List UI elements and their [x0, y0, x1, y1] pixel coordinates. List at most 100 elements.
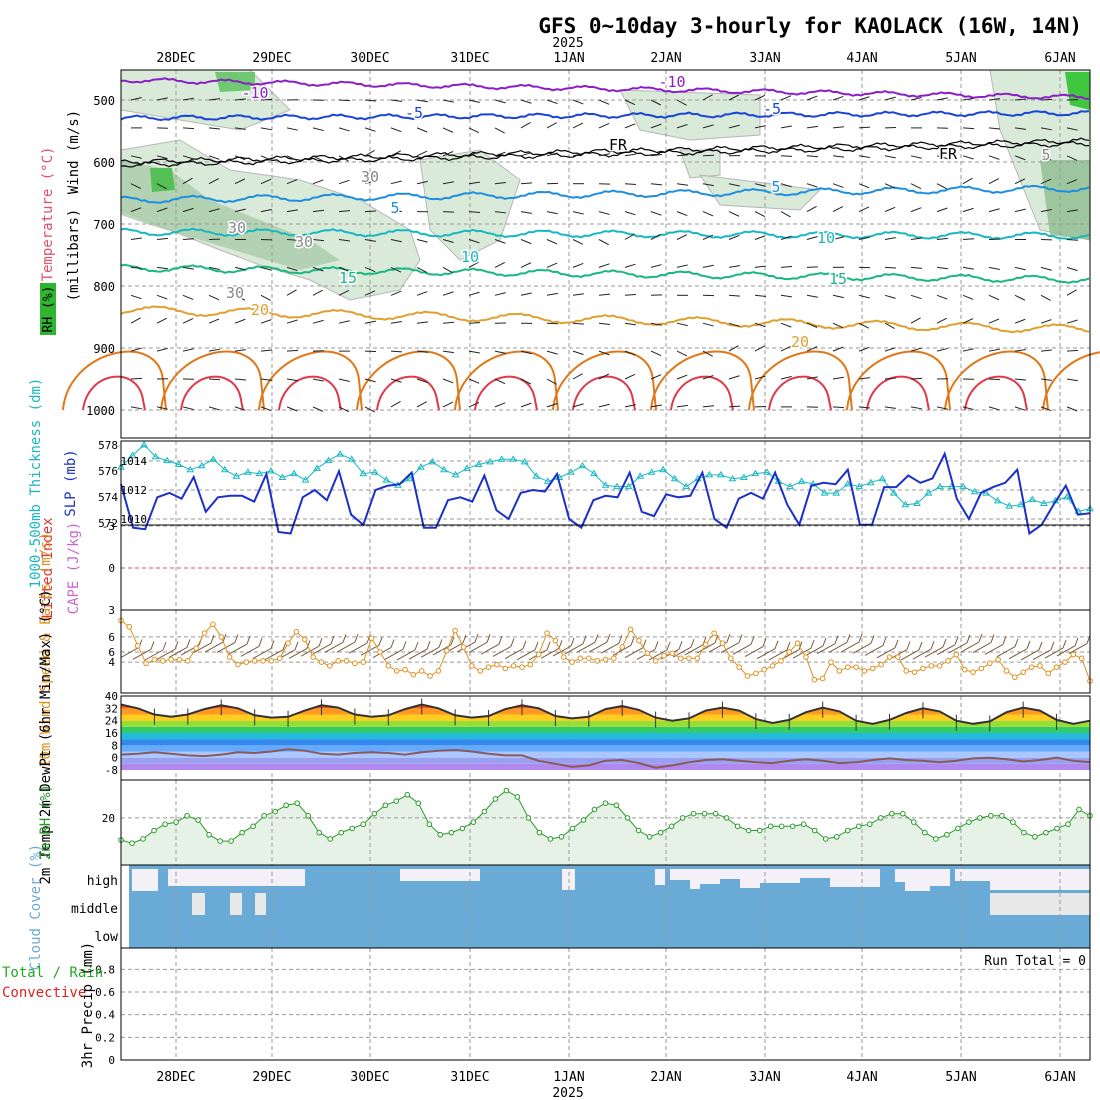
rh2m-line-marker [393, 798, 400, 804]
date-label-bottom-29DEC: 29DEC [252, 1070, 291, 1085]
ytick-t2m-24: 24 [105, 715, 119, 728]
barb-flag [846, 634, 851, 643]
wind-barb [884, 183, 896, 189]
wind-barb [364, 378, 376, 383]
isotherm-15 [120, 263, 1090, 284]
wind-barb [130, 317, 141, 324]
wind-barb [910, 207, 922, 213]
wind-barb [780, 155, 793, 157]
barb-flag [966, 634, 971, 643]
wind10m-line-marker [1028, 664, 1035, 670]
wind-barb [572, 373, 583, 380]
rh2m-line-marker [966, 819, 972, 825]
wind-barb [494, 239, 506, 244]
wind-barb [832, 206, 844, 213]
wind-barb [676, 264, 688, 268]
wind10m-line-marker [778, 658, 784, 664]
label-millibars: (millibars) [66, 209, 82, 302]
wind-barb [988, 318, 1000, 324]
wind-barb [182, 266, 194, 270]
barb [384, 648, 404, 660]
wind-barb [624, 153, 636, 157]
cloud-high-gap-1 [168, 869, 305, 886]
wind-barb [390, 290, 402, 296]
rh2m-line-marker [635, 827, 642, 834]
contour-label-9: 30 [226, 284, 244, 302]
wind-barb [520, 211, 532, 214]
wind-barb [858, 294, 870, 299]
wind-barb [182, 155, 194, 160]
wind-barb [1014, 318, 1026, 324]
isotherm-30-3 [474, 375, 538, 411]
thickness-line-marker [1005, 502, 1014, 509]
wind10m-line-marker [761, 666, 768, 673]
contour-label-16: 10 [817, 229, 835, 247]
label-wind: Wind (m/s) [66, 110, 82, 194]
rh2m-line-marker [855, 823, 862, 830]
wind-barb [286, 349, 299, 352]
wind-barb [1066, 349, 1079, 352]
barb-flag [534, 641, 539, 651]
wind10m-line-marker [159, 658, 166, 664]
wind-barb [676, 322, 688, 327]
wind-barb [260, 127, 272, 131]
wind-barb [260, 266, 272, 271]
wind10m-line-marker [911, 669, 918, 675]
year-label-bottom: 2025 [552, 1086, 583, 1100]
ytick-li-3: 3 [108, 604, 115, 617]
wind-barb [780, 95, 792, 101]
wind-barb [468, 151, 480, 157]
wind-barb [962, 127, 975, 130]
rh2m-line-marker [1043, 829, 1049, 836]
wind-barb [884, 155, 896, 159]
wind-barb [286, 209, 298, 213]
wind-barb [884, 294, 896, 299]
contour-label-6: 20 [251, 301, 269, 319]
rh2m-line-marker [294, 800, 300, 806]
cloud-start [121, 865, 129, 948]
cloud-high-gap-8 [720, 869, 740, 879]
ytick-w10-6: 6 [108, 631, 115, 644]
wind-barb [598, 322, 610, 326]
barb-flag [954, 636, 959, 645]
wind-barb [416, 350, 428, 353]
wind-barb [884, 96, 896, 101]
cloud-high-gap-17 [990, 869, 1090, 890]
wind-barb [754, 265, 766, 268]
rh2m-line-marker [305, 812, 311, 819]
wind10m-line-marker [210, 621, 216, 628]
temp2m-line [120, 703, 1091, 725]
thickness-line-marker [820, 489, 829, 496]
wind-barb [338, 99, 351, 102]
wind-barb [572, 211, 584, 215]
wind-barb [546, 99, 558, 105]
wind10m-line-marker [352, 660, 358, 667]
wind-barb [780, 235, 792, 240]
wind-barb [962, 266, 974, 270]
cloud-high-gap-13 [895, 869, 905, 882]
barb-flag [990, 634, 995, 643]
wind-barb [910, 155, 922, 159]
barb [924, 646, 944, 658]
wind10m-line-marker [460, 644, 467, 650]
thickness-line-marker [370, 468, 379, 475]
wind-barb [988, 208, 1000, 213]
wind-barb [364, 406, 375, 413]
wind-barb [1066, 179, 1078, 185]
rh2m-line-marker [701, 810, 708, 817]
barb [744, 646, 764, 658]
barb-flag [306, 640, 311, 649]
barb [564, 643, 584, 655]
ytick-t2m-32: 32 [105, 702, 118, 715]
frame-ua [120, 69, 1091, 439]
cloud-high-gap-10 [760, 869, 800, 883]
barb [624, 647, 644, 659]
wind-barb [442, 378, 454, 384]
wind-barb [754, 375, 766, 380]
barb-flag [150, 641, 155, 650]
wind-barb [1014, 155, 1026, 161]
wind-barb [650, 99, 662, 106]
wind-barb [364, 150, 375, 157]
wind-barb [676, 350, 688, 357]
barb [984, 643, 1004, 655]
